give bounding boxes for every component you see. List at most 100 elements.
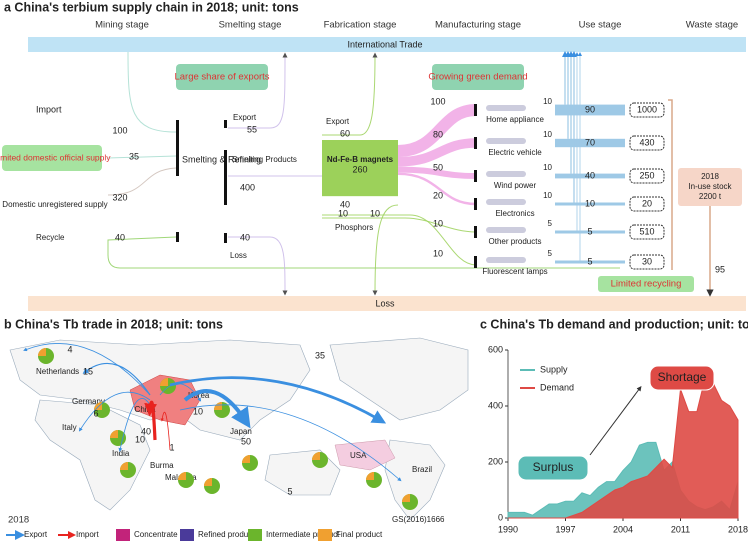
code-label: GS(2016)1666 bbox=[392, 515, 445, 524]
flow-value: 15 bbox=[83, 366, 93, 376]
flow bbox=[397, 172, 477, 206]
flow-value: 40 bbox=[340, 199, 350, 209]
stage-label: Manufacturing stage bbox=[435, 20, 521, 31]
callout-box bbox=[176, 64, 268, 90]
pie-slice bbox=[178, 472, 186, 480]
x-tick-label: 2011 bbox=[671, 524, 690, 534]
flow bbox=[228, 52, 288, 129]
flow bbox=[107, 236, 620, 269]
pie-slice bbox=[242, 455, 250, 463]
fabrication-node bbox=[322, 140, 398, 197]
pie-slice bbox=[312, 452, 320, 460]
flow-value: 60 bbox=[340, 128, 350, 138]
callout: Limited recycling bbox=[611, 279, 682, 290]
legend-label: Import bbox=[76, 530, 99, 539]
stock-value: 20 bbox=[642, 198, 652, 208]
export-arrow bbox=[82, 362, 151, 396]
pie-slice bbox=[110, 430, 118, 438]
callout: Limited domestic official supply bbox=[0, 152, 111, 162]
flow-value: 35 bbox=[129, 151, 139, 161]
country-label: Japan bbox=[230, 427, 252, 436]
flow-value: 55 bbox=[247, 124, 257, 134]
product-label: Wind power bbox=[494, 181, 537, 190]
use-value: 40 bbox=[585, 170, 595, 180]
product-icon bbox=[486, 171, 526, 177]
pie-slice bbox=[214, 402, 222, 410]
use-bar bbox=[555, 260, 625, 264]
annotation-box bbox=[649, 365, 715, 391]
stage-label: Waste stage bbox=[686, 20, 738, 31]
country-label: Germany bbox=[72, 397, 105, 406]
pie-slice bbox=[160, 378, 168, 386]
stock-value: 1000 bbox=[637, 104, 657, 114]
flow-value: 50 bbox=[433, 162, 443, 172]
trade-label: International Trade bbox=[347, 39, 422, 49]
flow bbox=[372, 204, 399, 296]
pie-slice bbox=[120, 462, 128, 470]
export-arrow bbox=[118, 398, 151, 452]
flow-value: 50 bbox=[241, 436, 251, 446]
flow-value: 40 bbox=[240, 232, 250, 242]
stock-cylinder bbox=[629, 196, 665, 212]
export-arrow bbox=[169, 376, 387, 424]
flow bbox=[107, 167, 177, 196]
flow-value: 1 bbox=[169, 442, 174, 452]
x-tick-label: 1990 bbox=[498, 524, 518, 534]
annotation-box bbox=[517, 455, 589, 481]
y-tick-label: 400 bbox=[488, 400, 503, 410]
trade-bar bbox=[28, 37, 746, 52]
country-label: Burma bbox=[150, 461, 174, 470]
flow-value: 10 bbox=[338, 208, 348, 218]
stock-cylinder bbox=[629, 224, 665, 240]
smelting-bar bbox=[224, 150, 227, 205]
flow-value: 40 bbox=[115, 232, 125, 242]
flow-value: 20 bbox=[433, 190, 443, 200]
export-value: 10 bbox=[543, 163, 552, 172]
product-bar bbox=[474, 256, 477, 268]
flow-value: 10 bbox=[135, 434, 145, 444]
legend-swatch bbox=[180, 529, 194, 541]
product-bar bbox=[474, 198, 477, 210]
year-label: 2018 bbox=[8, 515, 29, 526]
export-arrow bbox=[78, 391, 151, 432]
loss-bar bbox=[28, 296, 746, 311]
export-value: 5 bbox=[548, 249, 553, 258]
use-bar bbox=[555, 104, 625, 116]
panel-title: b China's Tb trade in 2018; unit: tons bbox=[4, 317, 223, 331]
use-bar bbox=[555, 138, 625, 148]
pie-slice bbox=[204, 478, 212, 486]
flow-value: 320 bbox=[112, 192, 127, 202]
country-label: Italy bbox=[62, 423, 77, 432]
flow-label: Loss bbox=[230, 251, 247, 260]
product-icon bbox=[486, 138, 526, 144]
legend-label: Final product bbox=[336, 530, 383, 539]
flow-value: 5 bbox=[287, 486, 292, 496]
import-arrow bbox=[160, 412, 171, 451]
x-tick-label: 2004 bbox=[613, 524, 633, 534]
stock-text: 2200 t bbox=[699, 192, 722, 201]
pie-slice bbox=[38, 348, 46, 356]
y-tick-label: 0 bbox=[498, 512, 503, 522]
legend-label: Intermediate product bbox=[266, 530, 340, 539]
chart-title: c China's Tb demand and production; unit… bbox=[480, 317, 748, 331]
loss-label: Loss bbox=[375, 298, 395, 308]
legend-swatch bbox=[318, 529, 332, 541]
product-label: Electric vehicle bbox=[488, 148, 542, 157]
use-value: 5 bbox=[587, 226, 592, 236]
stock-value: 30 bbox=[642, 256, 652, 266]
product-label: Electronics bbox=[495, 209, 534, 218]
stage-label: Mining stage bbox=[95, 20, 149, 31]
source-label: Domestic unregistered supply bbox=[2, 200, 107, 209]
product-icon bbox=[486, 105, 526, 111]
callout-box bbox=[598, 276, 694, 292]
flow-label: Export bbox=[233, 113, 257, 122]
smelting-bar bbox=[224, 233, 227, 243]
smelting-node bbox=[176, 120, 179, 176]
country-label: Korea bbox=[188, 391, 210, 400]
flow-value: 80 bbox=[433, 129, 443, 139]
legend-label: Refined product bbox=[198, 530, 255, 539]
flow bbox=[397, 166, 477, 179]
use-value: 70 bbox=[585, 137, 595, 147]
flow-value: 10 bbox=[370, 208, 380, 218]
flow bbox=[397, 138, 477, 167]
